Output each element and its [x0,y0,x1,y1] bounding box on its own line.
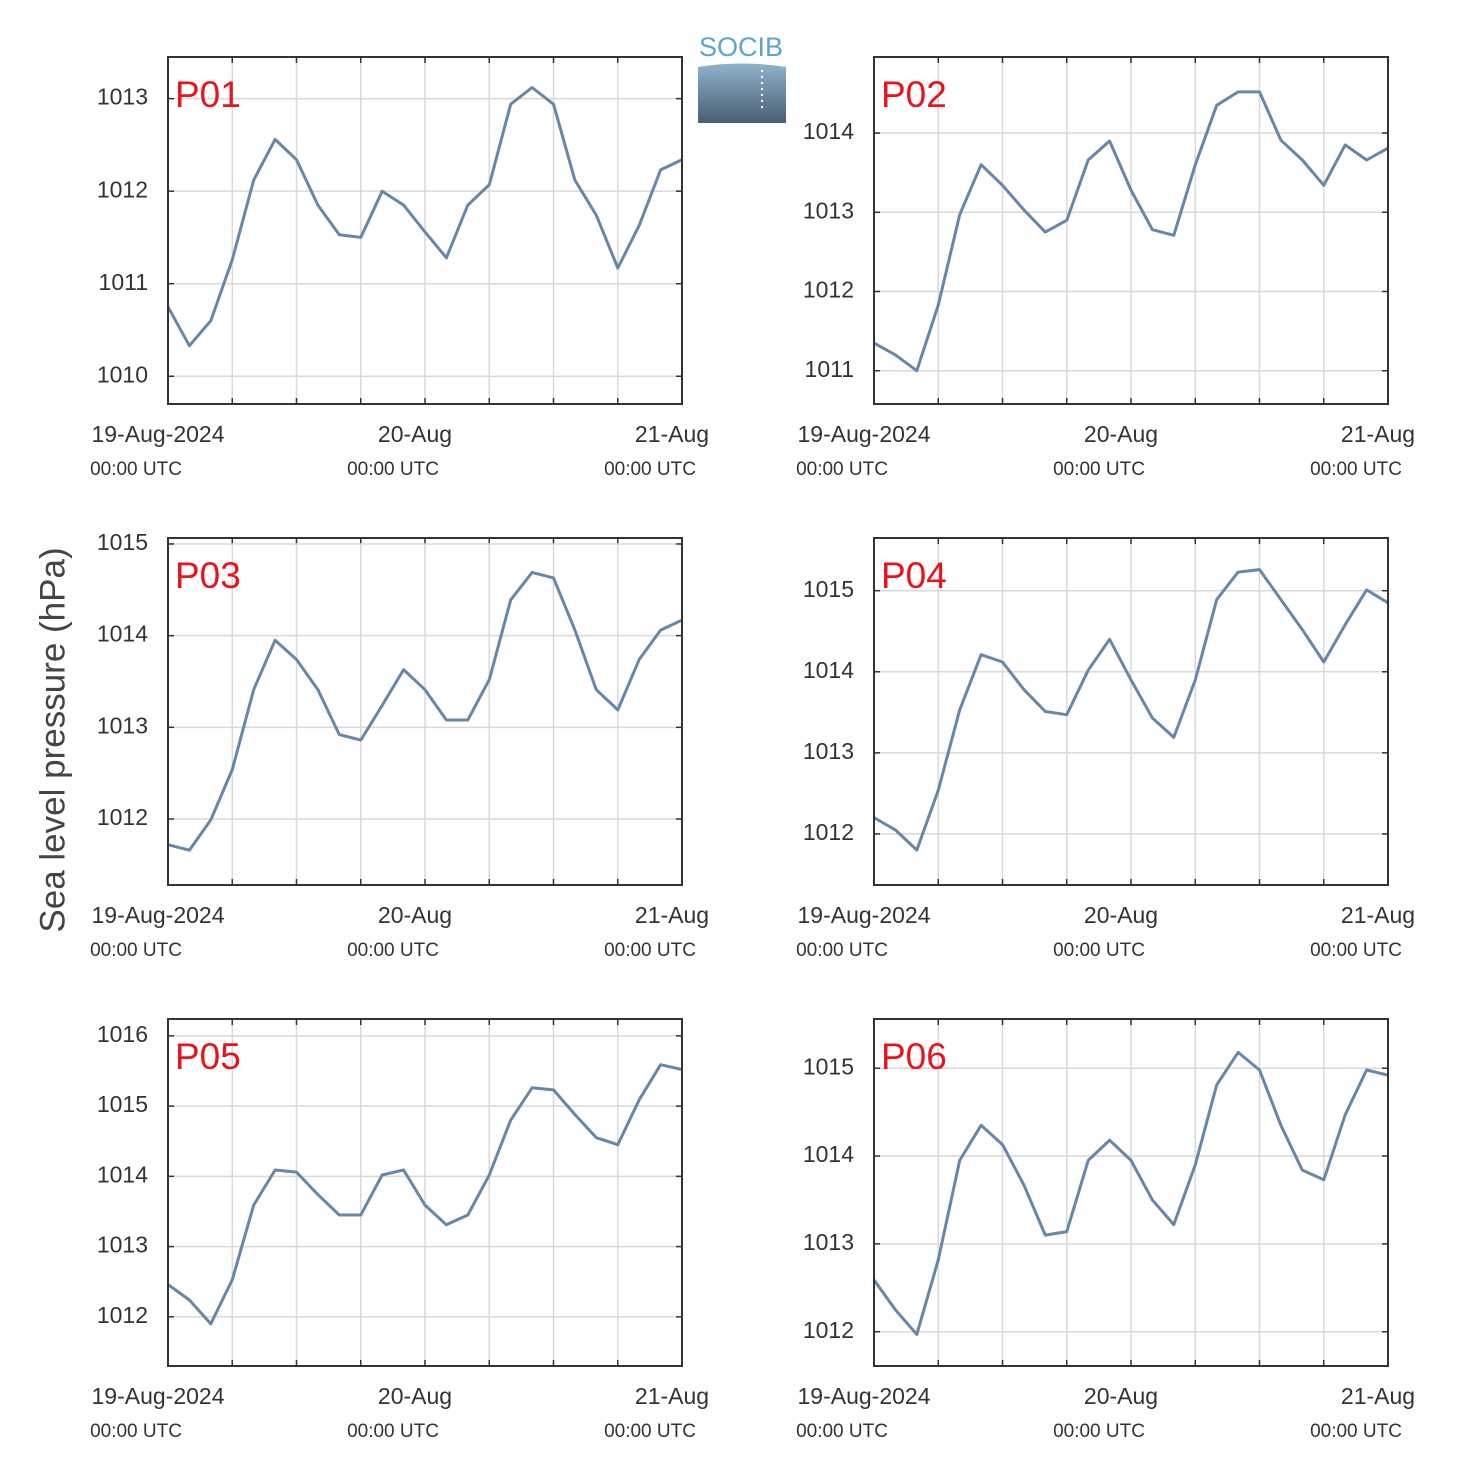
panel-title: P04 [881,555,947,596]
x-tick-label: 19-Aug-2024 [798,1383,931,1409]
series-line [168,1063,682,1326]
x-tick-label: 21-Aug [635,1383,709,1409]
y-tick-label: 1013 [803,738,854,764]
x-tick-sublabel: 00:00 UTC [90,459,182,480]
panel-title: P03 [175,555,241,596]
y-tick-label: 1016 [97,1021,148,1047]
panel: 19-Aug-2024 00:00 UTC 20-Aug 00:00 UTC 21-Au… [796,1018,1415,1442]
y-tick-label: 1014 [803,657,854,683]
y-axis-label: Sea level pressure (hPa) [33,547,72,932]
x-tick-sublabel: 00:00 UTC [1310,459,1402,480]
x-tick-sublabel: 00:00 UTC [90,940,182,961]
panel-title: P06 [881,1036,947,1077]
x-tick-label: 21-Aug [1341,1383,1415,1409]
axes-frame [873,56,1389,405]
axes-frame [167,537,683,886]
y-tick-label: 1014 [97,621,148,647]
y-tick-label: 1012 [803,277,854,303]
plot-area [874,90,1388,373]
x-tick-label: 20-Aug [1084,421,1158,447]
x-tick-label: 20-Aug [378,1383,452,1409]
x-tick-label: 19-Aug-2024 [798,421,931,447]
axes-frame [167,1018,683,1367]
y-tick-label: 1012 [97,176,148,202]
plot-area [168,1063,682,1326]
plot-area [874,568,1388,852]
panel: 19-Aug-2024 00:00 UTC 20-Aug 00:00 UTC 21-Au… [90,56,709,480]
x-tick-sublabel: 00:00 UTC [796,459,888,480]
x-tick-label: 21-Aug [1341,902,1415,928]
series-line [874,568,1388,852]
y-tick-label: 1010 [97,361,148,387]
logo-text: SOCIB [699,32,783,62]
y-tick-label: 1012 [803,1317,854,1343]
plot-area [168,86,682,348]
plot-area [874,1050,1388,1336]
x-tick-sublabel: 00:00 UTC [347,940,439,961]
y-tick-label: 1015 [803,576,854,602]
logo: SOCIB [698,32,786,123]
y-tick-label: 1013 [803,1229,854,1255]
x-tick-label: 19-Aug-2024 [92,421,225,447]
y-tick-label: 1013 [97,712,148,738]
y-tick-label: 1011 [805,356,854,382]
x-tick-sublabel: 00:00 UTC [1053,459,1145,480]
x-tick-sublabel: 00:00 UTC [1053,940,1145,961]
y-tick-label: 1011 [99,269,148,295]
x-tick-sublabel: 00:00 UTC [1053,1421,1145,1442]
panel: 19-Aug-2024 00:00 UTC 20-Aug 00:00 UTC 21-Au… [90,529,709,961]
y-tick-label: 1012 [97,1302,148,1328]
panel: 19-Aug-2024 00:00 UTC 20-Aug 00:00 UTC 21-Au… [796,56,1415,480]
x-tick-label: 20-Aug [378,902,452,928]
x-tick-label: 20-Aug [1084,1383,1158,1409]
x-tick-sublabel: 00:00 UTC [347,459,439,480]
axes-frame [873,537,1389,886]
panel: 19-Aug-2024 00:00 UTC 20-Aug 00:00 UTC 21-Au… [90,1018,709,1442]
y-tick-label: 1013 [803,197,854,223]
axes-frame [873,1018,1389,1367]
y-tick-label: 1012 [97,804,148,830]
x-tick-label: 21-Aug [635,421,709,447]
x-tick-sublabel: 00:00 UTC [347,1421,439,1442]
x-tick-label: 21-Aug [635,902,709,928]
panel: 19-Aug-2024 00:00 UTC 20-Aug 00:00 UTC 21-Au… [796,537,1415,961]
x-tick-label: 20-Aug [1084,902,1158,928]
series-line [874,90,1388,373]
x-tick-label: 20-Aug [378,421,452,447]
y-tick-label: 1015 [803,1053,854,1079]
y-tick-label: 1015 [97,529,148,555]
x-tick-sublabel: 00:00 UTC [604,940,696,961]
plot-area [168,570,682,852]
y-tick-label: 1014 [97,1161,148,1187]
x-tick-sublabel: 00:00 UTC [1310,940,1402,961]
x-tick-sublabel: 00:00 UTC [796,940,888,961]
axes-frame [167,56,683,405]
y-tick-label: 1014 [803,1141,854,1167]
x-tick-label: 19-Aug-2024 [92,1383,225,1409]
x-tick-label: 19-Aug-2024 [798,902,931,928]
series-line [168,86,682,348]
panel-title: P05 [175,1036,241,1077]
y-tick-label: 1012 [803,819,854,845]
x-tick-sublabel: 00:00 UTC [604,1421,696,1442]
series-line [168,570,682,852]
y-tick-label: 1015 [97,1091,148,1117]
x-tick-sublabel: 00:00 UTC [1310,1421,1402,1442]
x-tick-sublabel: 00:00 UTC [604,459,696,480]
logo-wave [698,63,786,123]
x-tick-sublabel: 00:00 UTC [796,1421,888,1442]
panel-title: P01 [175,74,241,115]
y-tick-label: 1013 [97,1232,148,1258]
panel-title: P02 [881,74,947,115]
y-tick-label: 1013 [97,84,148,110]
y-tick-label: 1014 [803,118,854,144]
series-line [874,1050,1388,1336]
x-tick-label: 21-Aug [1341,421,1415,447]
x-tick-sublabel: 00:00 UTC [90,1421,182,1442]
x-tick-label: 19-Aug-2024 [92,902,225,928]
